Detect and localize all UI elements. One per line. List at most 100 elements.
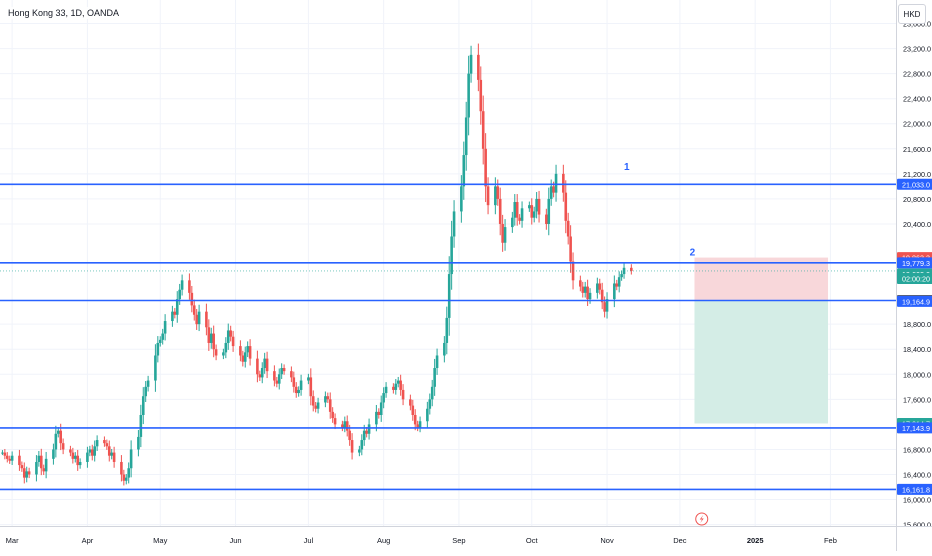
time-tick-label: Feb [824,536,837,545]
candle-body [90,449,94,456]
stop-loss-zone[interactable] [694,257,829,301]
candle-body [345,421,349,431]
position-tool[interactable] [694,257,829,424]
candle-body [596,283,599,293]
candle-body [547,198,551,224]
candle-body [73,455,77,459]
candle-body [484,148,487,187]
time-tick-label: Nov [600,536,614,545]
candle-body [241,355,245,362]
candle-body [294,386,298,394]
candle-body [88,449,92,453]
time-axis[interactable]: Mar Apr May Jun Jul Aug Sep Oct Nov Dec 2025 Feb [0,526,896,551]
candle-body [479,79,483,112]
time-tick-label: May [153,536,167,545]
candle-body [503,227,507,243]
candle-body [188,280,191,293]
price-tick-label: 22,000.0 [903,120,931,129]
candle-body [498,198,502,224]
price-label-text: 19,779.3 [902,259,930,268]
candle-body [212,333,215,350]
candle-body [256,358,259,375]
time-tick-label: Aug [377,536,390,545]
lightning-icon[interactable] [695,512,709,526]
price-label-bg [897,178,932,190]
candle-body [10,455,14,461]
price-axis[interactable]: 23,600.0 23,200.0 22,800.0 22,400.0 22,000.0… [896,0,932,530]
price-label-green-sub[interactable]: 02:00:20 [897,272,932,284]
candle-body [401,389,405,400]
price-tick-label: 23,600.0 [903,20,931,29]
price-label-bg [897,257,932,269]
price-tick-label: 15,600.0 [903,521,931,526]
candle-body [515,202,519,218]
candle-body [27,471,31,475]
price-tick-label: 17,600.0 [903,395,931,404]
candle-body [195,314,198,325]
candle-body [129,449,133,469]
candle-body [59,430,63,444]
candle-body [532,211,536,218]
time-tick-label: Dec [673,536,687,545]
candle-body [486,186,490,206]
candle-body [265,358,269,372]
candle-body [511,217,514,228]
candle-body [69,449,72,453]
candle-body [124,477,128,481]
candle-body [549,186,553,199]
candle-body [311,396,315,406]
candle-body [477,54,480,80]
candle-body [263,358,266,369]
candle-body [229,330,232,337]
candle-body [382,393,385,403]
time-tick-label: Oct [526,536,539,545]
candle-body [52,449,55,459]
candle-body [35,461,38,475]
candle-body [297,389,300,394]
price-tick-label: 21,600.0 [903,145,931,154]
price-label-line[interactable]: 19,779.3 [897,257,932,269]
candle-body [535,198,538,212]
price-tick-label: 21,200.0 [903,170,931,179]
candle-body [394,383,398,390]
candle-body [231,336,235,347]
candle-body [530,205,534,218]
candle-body [428,399,432,409]
candle-body [175,299,179,315]
candle-body [617,277,621,287]
candle-body [581,286,585,293]
candle-body [384,386,388,394]
candle-body [435,355,439,369]
currency-button[interactable]: HKD [898,4,926,24]
candle-body [598,283,602,290]
axis-corner [896,526,932,551]
price-label-line[interactable]: 16,161.8 [897,483,932,495]
price-tick-label: 20,400.0 [903,220,931,229]
price-tick-label: 18,800.0 [903,320,931,329]
price-label-text: 21,033.0 [902,180,930,189]
price-label-text: 19,164.9 [902,297,930,306]
annotations-layer: 12 [624,162,709,526]
take-profit-zone[interactable] [694,300,829,424]
horizontal-lines-layer[interactable] [0,183,896,491]
candle-body [275,380,279,384]
candle-body [375,411,378,425]
candle-body [163,321,167,334]
candle-body [630,267,633,271]
candle-body [528,205,531,209]
symbol-title[interactable]: Hong Kong 33, 1D, OANDA [6,7,122,19]
candle-body [171,311,174,322]
candle-body [95,440,99,447]
candle-body [158,339,162,343]
candle-body [362,430,366,441]
price-label-line[interactable]: 19,164.9 [897,295,932,307]
candle-body [496,186,500,199]
price-label-line[interactable]: 17,143.9 [897,422,932,434]
candle-body [333,418,337,425]
candle-body [258,374,262,378]
price-label-line[interactable]: 21,033.0 [897,178,932,190]
price-tick-label: 20,800.0 [903,195,931,204]
candle-body [409,399,412,406]
